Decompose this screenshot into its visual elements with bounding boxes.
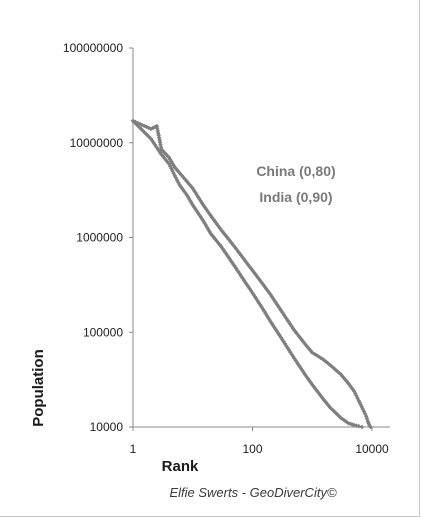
credit-text: Elfie Swerts - GeoDiverCity© (169, 485, 336, 500)
x-tick-label: 10000 (355, 442, 389, 456)
series-2-point (368, 424, 373, 430)
y-tick-label: 10000000 (70, 136, 124, 150)
y-axis-label: Population (30, 349, 47, 427)
annotation-china: China (0,80) (256, 163, 335, 179)
series-1-point (359, 424, 365, 430)
y-tick-label: 1000000 (76, 231, 123, 245)
series-layer (130, 118, 373, 430)
y-axis-ticks: 100000000 10000000 1000000 100000 10000 (63, 41, 133, 434)
axes (132, 48, 390, 428)
y-tick-label: 10000 (90, 420, 124, 434)
x-tick-label: 100 (242, 442, 262, 456)
y-tick-label: 100000000 (63, 41, 123, 55)
x-axis-label: Rank (162, 458, 199, 475)
y-tick-label: 100000 (83, 325, 123, 339)
x-axis-ticks: 1 100 10000 (130, 427, 389, 456)
x-tick-label: 1 (130, 442, 137, 456)
series-1-point (356, 423, 362, 429)
annotation-india: India (0,90) (259, 189, 332, 205)
